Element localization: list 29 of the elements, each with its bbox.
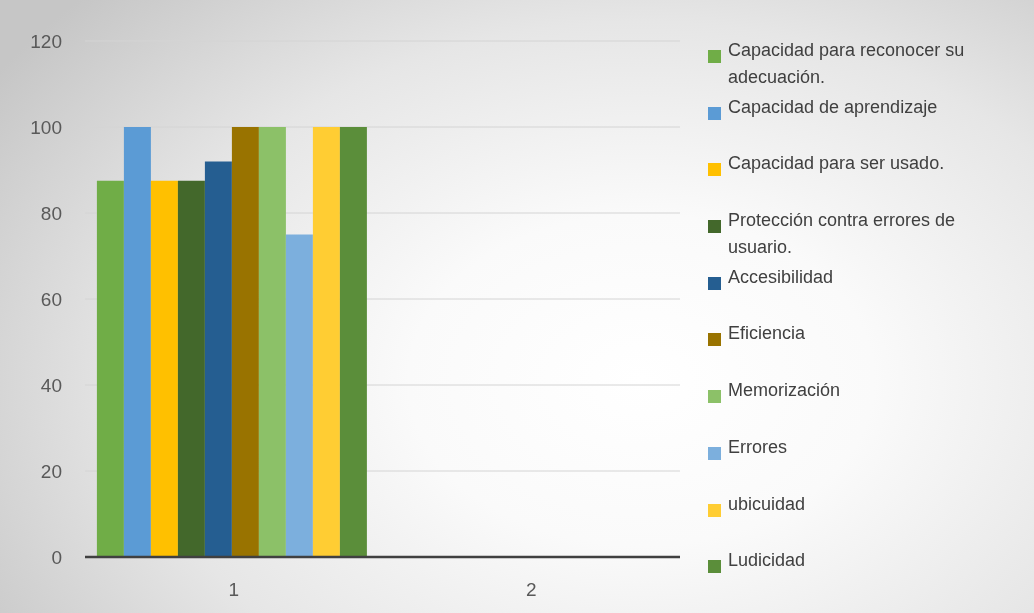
bar (96, 180, 124, 557)
legend-label: Protección contra errores de usuario. (728, 209, 957, 260)
legend-label: Capacidad para reconocer su adecuación. (728, 39, 966, 89)
bar (339, 127, 367, 557)
bar (285, 234, 313, 557)
bar (177, 180, 205, 557)
bar (312, 127, 340, 557)
y-tick-label: 40 (40, 374, 62, 396)
legend-label: ubicuidad (728, 492, 807, 516)
bar (231, 127, 259, 557)
bar (123, 127, 151, 557)
bar (150, 180, 178, 557)
y-tick-label: 80 (40, 202, 62, 224)
bar (204, 161, 232, 557)
legend-label: Eficiencia (728, 322, 807, 346)
x-tick-label: 2 (525, 579, 537, 601)
legend-label: Accesibilidad (728, 265, 835, 289)
x-tick-label: 1 (228, 579, 240, 601)
legend-label: Errores (728, 435, 788, 459)
bar (258, 127, 286, 557)
y-tick-label: 100 (30, 116, 62, 138)
y-tick-label: 20 (40, 460, 62, 482)
legend-label: Memorización (728, 379, 842, 403)
legend-label: Ludicidad (728, 549, 807, 573)
y-tick-label: 120 (30, 30, 62, 52)
legend-label: Capacidad de aprendizaje (728, 95, 939, 119)
y-tick-label: 0 (51, 546, 62, 568)
y-tick-label: 60 (40, 288, 62, 310)
legend-label: Capacidad para ser usado. (728, 152, 946, 176)
